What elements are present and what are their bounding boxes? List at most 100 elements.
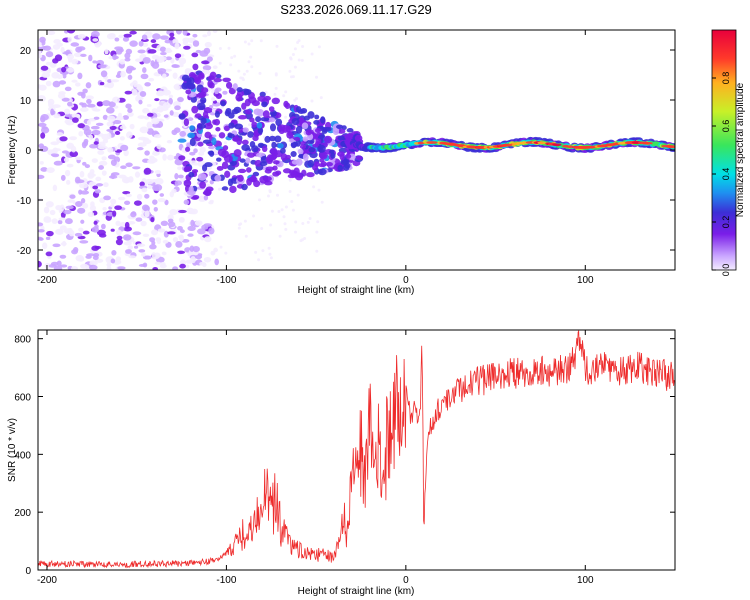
heatmap-cell [161,251,167,256]
heatmap-cell [164,39,172,44]
heatmap-cell [175,84,181,91]
heatmap-cell [142,67,147,74]
heatmap-cell [188,171,195,178]
y-tick-label: 0 [25,566,31,577]
snr-data-point [486,379,487,380]
heatmap-cell [229,63,233,67]
heatmap-cell [172,72,178,79]
heatmap-cell [165,47,172,53]
heatmap-cell [98,165,105,170]
heatmap-cell [59,136,68,142]
heatmap-cell [200,87,209,94]
heatmap-cell [103,84,110,88]
heatmap-cell [115,238,123,246]
heatmap-cell [252,214,256,218]
heatmap-cell [265,156,272,163]
heatmap-cell [150,39,157,44]
snr-data-point [280,526,281,527]
heatmap-cell [182,30,188,36]
heatmap-cell [325,161,333,167]
y-tick-label: 800 [14,335,31,346]
heatmap-cell [166,140,173,144]
heatmap-cell [156,90,165,97]
heatmap-cell [147,184,153,189]
heatmap-cell [99,81,105,86]
heatmap-cell [269,135,276,142]
heatmap-cell [80,263,89,269]
heatmap-cell [218,47,222,50]
heatmap-cell [196,92,206,99]
heatmap-cell [112,96,121,103]
heatmap-cell [294,230,297,234]
colorbar-label: Normalized spectral amplitude [735,82,746,217]
heatmap-cell [169,32,175,38]
heatmap-cell [80,91,86,99]
heatmap-cell [244,234,248,238]
heatmap-cell [120,144,129,152]
heatmap-y-ticks: -20 -10 0 10 20 [17,46,675,257]
snr-data-point [217,559,218,560]
heatmap-cell [38,49,42,56]
heatmap-cell [71,117,79,123]
heatmap-cell [224,251,228,255]
heatmap-cell [243,219,247,223]
heatmap-cell [51,218,58,224]
heatmap-cell [59,254,67,259]
heatmap-cell [211,97,216,102]
heatmap-cell [153,206,158,212]
heatmap-cell [342,159,350,165]
heatmap-cell [169,110,174,116]
heatmap-cell [153,134,162,139]
heatmap-cell [132,166,141,170]
heatmap-cell [61,66,67,73]
heatmap-cell [229,185,237,194]
heatmap-cell [202,139,212,144]
heatmap-cell [299,144,307,149]
heatmap-cell [183,199,190,205]
colorbar-tick-label: 0.6 [721,120,731,133]
heatmap-cell [76,179,85,184]
heatmap-cell [87,211,95,217]
heatmap-cell [223,125,230,132]
heatmap-cell [308,217,312,220]
heatmap-cell [154,261,162,265]
heatmap-cell [301,122,309,130]
snr-data-point [276,494,277,495]
heatmap-cell [641,141,653,145]
heatmap-cell [97,145,106,150]
heatmap-cell [125,162,133,168]
heatmap-cell [64,86,72,92]
heatmap-cell [119,125,127,130]
heatmap-cell [316,220,320,224]
heatmap-cell [91,30,100,38]
heatmap-cell [84,164,91,169]
heatmap-cell [117,196,126,201]
heatmap-cell [237,226,241,230]
heatmap-cell [160,261,166,267]
heatmap-cell [260,227,264,230]
heatmap-cell [67,101,73,107]
heatmap-cell [153,184,163,192]
heatmap-cell [185,259,193,264]
snr-data-point [603,367,604,368]
heatmap-cell [117,266,126,270]
heatmap-cell [80,53,87,58]
heatmap-cell [174,105,181,111]
heatmap-cell [38,54,43,59]
heatmap-cell [40,65,49,71]
snr-data-point [438,408,439,409]
heatmap-cell [245,157,251,164]
heatmap-cell [116,235,123,240]
heatmap-cell [276,193,279,197]
heatmap-cell [234,123,243,130]
heatmap-cell [39,145,49,153]
heatmap-cell [97,150,105,155]
heatmap-cell [208,200,214,205]
heatmap-cell [300,58,304,62]
heatmap-cell [187,117,194,121]
heatmap-cell [268,252,272,256]
heatmap-cell [129,123,135,130]
heatmap-cell [69,194,76,199]
heatmap-cell [128,255,137,259]
y-tick-label: 10 [20,96,32,107]
